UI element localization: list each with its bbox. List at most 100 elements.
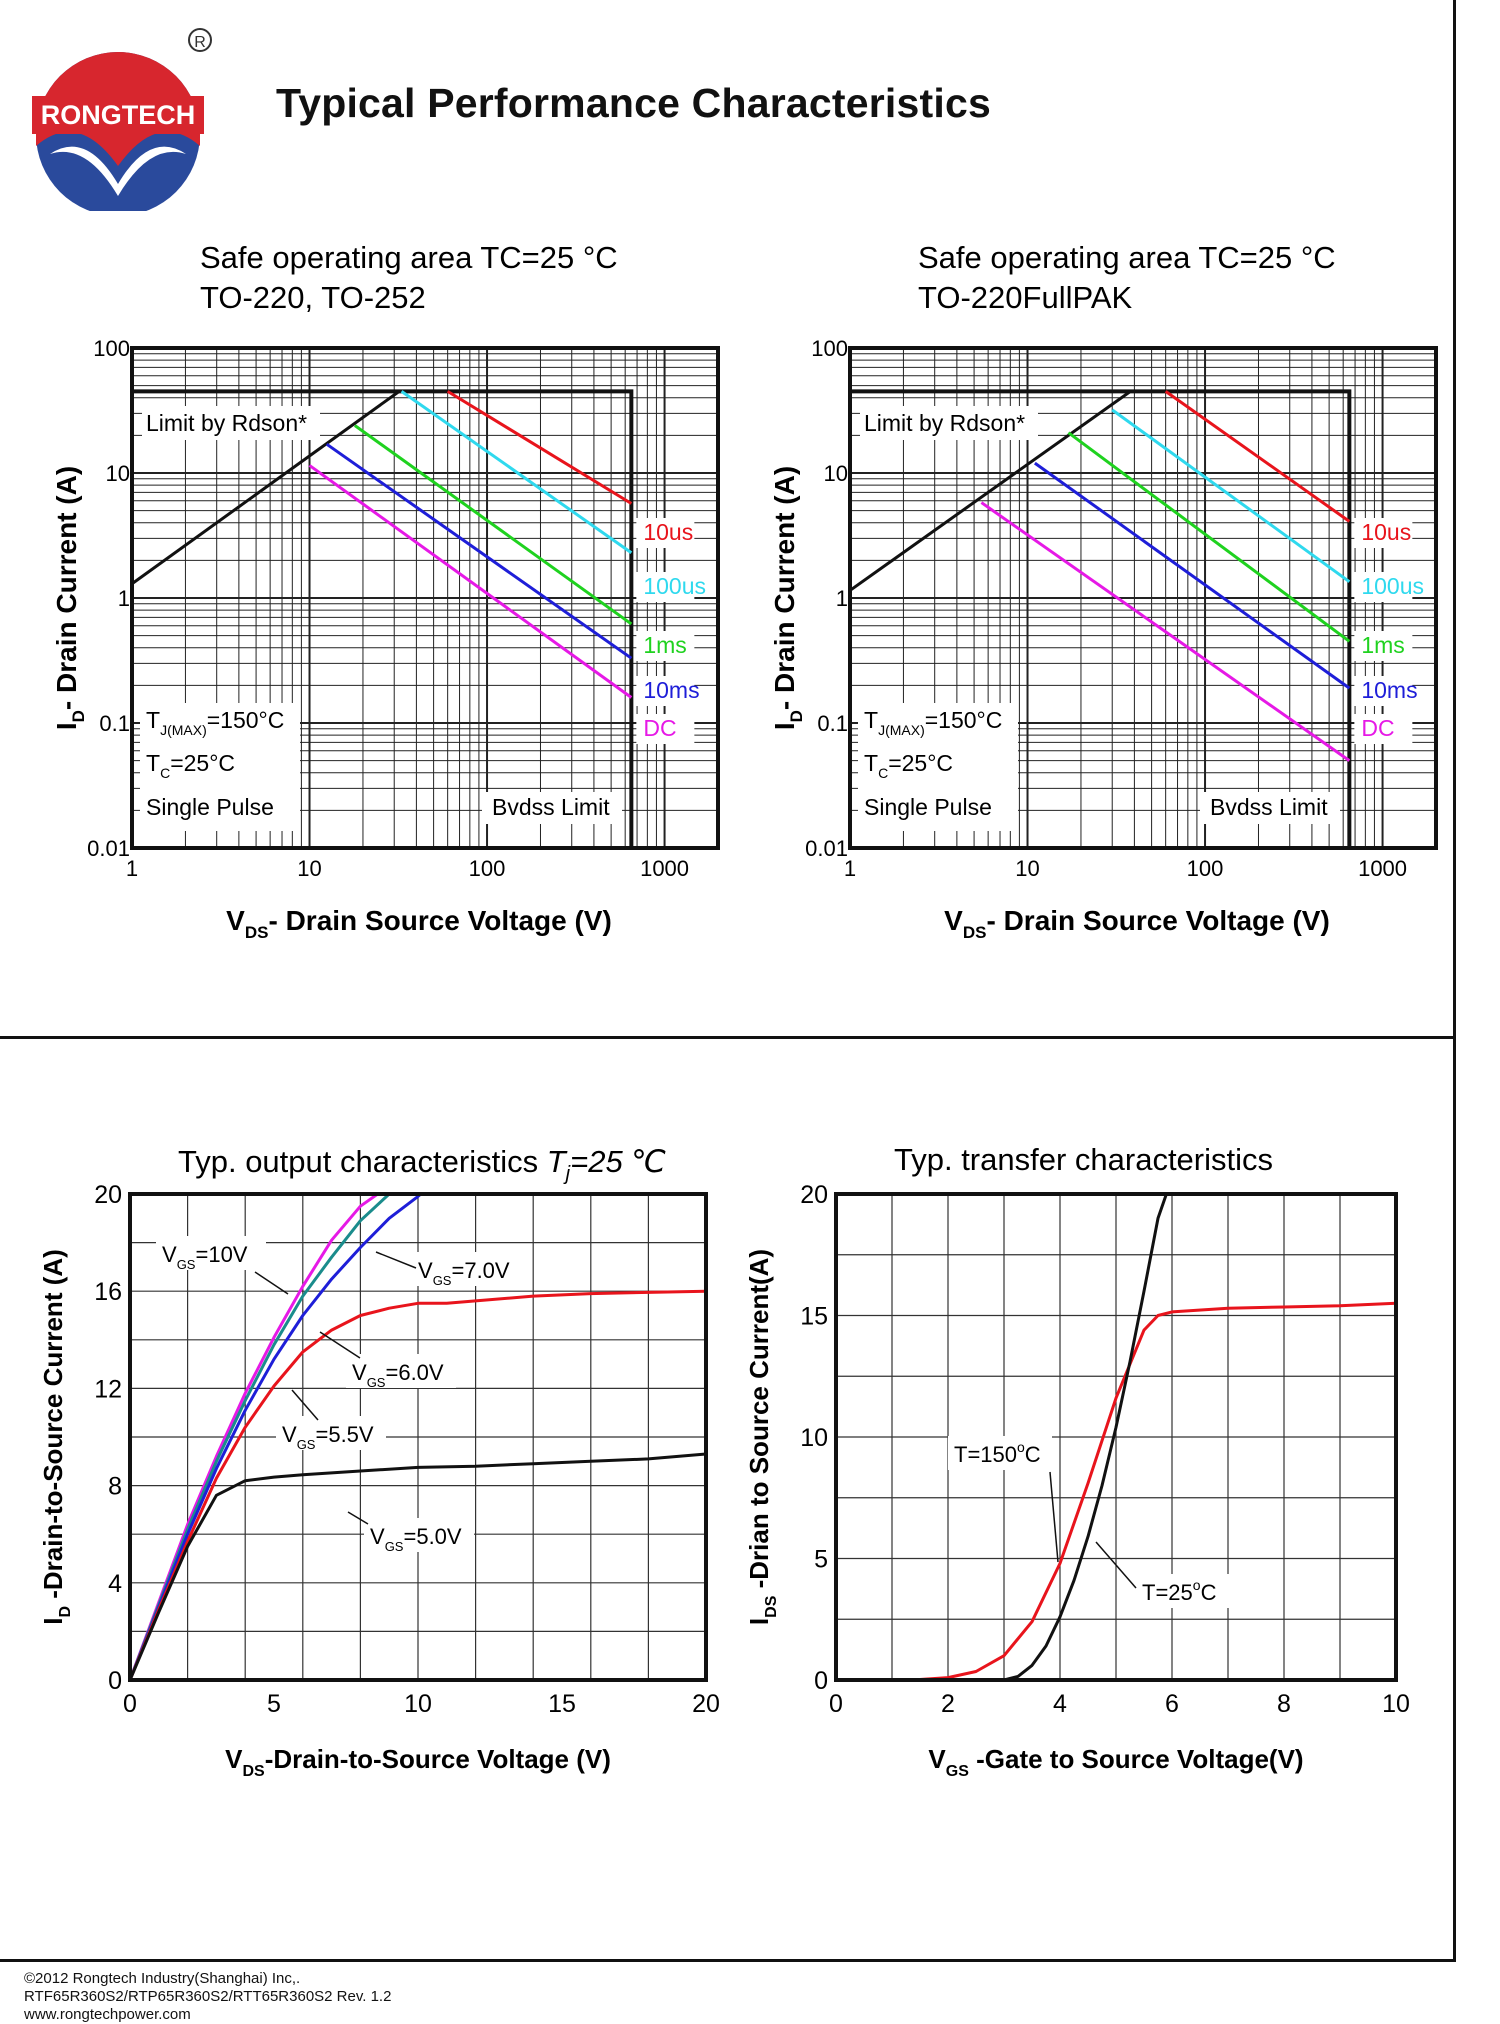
x-axis-label: VDS-Drain-to-Source Voltage (V) bbox=[225, 1744, 611, 1780]
curve-label-leader bbox=[319, 1331, 361, 1359]
series-label-100us: 100us bbox=[1361, 573, 1424, 599]
curve-label-box bbox=[412, 1252, 526, 1286]
chart-title: Typ. transfer characteristics bbox=[894, 1142, 1273, 1177]
series-line-100us bbox=[1111, 408, 1351, 583]
plot-frame bbox=[128, 1192, 708, 1682]
x-tick-label: 0 bbox=[829, 1690, 843, 1718]
y-tick-label: 0 bbox=[814, 1667, 828, 1695]
registered-mark-letter: R bbox=[194, 34, 206, 51]
curve-label-leader bbox=[1095, 1541, 1137, 1589]
rdson-limit-line bbox=[131, 390, 401, 585]
annotation-box bbox=[858, 703, 1018, 831]
curve-label: VGS=5.0V bbox=[370, 1524, 462, 1554]
series-label-box bbox=[1354, 676, 1413, 706]
page-frame bbox=[0, 0, 1456, 1962]
series-line-10ms bbox=[1033, 461, 1351, 690]
page-title: Typical Performance Characteristics bbox=[276, 80, 991, 126]
y-axis-label: ID- Drain Current (A) bbox=[769, 466, 806, 730]
series-line-1ms bbox=[353, 424, 633, 626]
y-tick-label: 10 bbox=[800, 1424, 828, 1452]
series-label-box bbox=[636, 572, 695, 602]
curve-label-box bbox=[156, 1236, 266, 1270]
x-tick-label: 15 bbox=[548, 1690, 576, 1718]
chart-subtitle: TO-220FullPAK bbox=[918, 280, 1133, 315]
y-tick-label: 0.01 bbox=[87, 836, 130, 861]
curve-label: T=150oC bbox=[954, 1439, 1041, 1467]
annotation-rdson: Limit by Rdson* bbox=[146, 410, 307, 436]
curve-label-leader bbox=[347, 1511, 369, 1525]
curve-label: VGS=7.0V bbox=[418, 1258, 510, 1288]
x-tick-label: 10 bbox=[404, 1690, 432, 1718]
x-tick-label: 1000 bbox=[1358, 856, 1407, 881]
chart-transfer-characteristics: Typ. transfer characteristics T=150oC T=25… bbox=[744, 1142, 1410, 1780]
series-line-100us bbox=[400, 390, 633, 555]
series-line-DC bbox=[980, 501, 1351, 762]
y-axis-label: ID -Drain-to-Source Current (A) bbox=[38, 1249, 74, 1625]
series-label-box bbox=[1354, 714, 1413, 744]
annotation-bvdss: Bvdss Limit bbox=[492, 794, 610, 820]
series-line-10us bbox=[1164, 390, 1351, 523]
annotation-tc: TC=25°C bbox=[146, 750, 235, 781]
series-label-box bbox=[1354, 518, 1413, 548]
x-tick-label: 10 bbox=[1382, 1690, 1410, 1718]
annotation-rdson: Limit by Rdson* bbox=[864, 410, 1025, 436]
y-tick-label: 10 bbox=[106, 461, 130, 486]
plot-frame bbox=[130, 346, 720, 850]
y-tick-label: 8 bbox=[108, 1473, 122, 1501]
curve-label-leader bbox=[375, 1251, 417, 1269]
curve-label-leader bbox=[254, 1271, 289, 1295]
logo-banner bbox=[32, 96, 204, 134]
x-axis-label: VDS- Drain Source Voltage (V) bbox=[226, 905, 612, 942]
x-tick-label: 6 bbox=[1165, 1690, 1179, 1718]
chart-soa-to220-to252: Safe operating area TC=25 °C TO-220, TO-2… bbox=[51, 240, 720, 942]
y-tick-label: 100 bbox=[93, 336, 130, 361]
footer: ©2012 Rongtech Industry(Shanghai) Inc,. … bbox=[24, 1970, 391, 2024]
chart-title: Typ. output characteristics Tj=25 ℃ bbox=[178, 1144, 666, 1185]
curve-label-box bbox=[1136, 1574, 1240, 1608]
logo-wave-icon bbox=[50, 146, 186, 196]
series-line-T=150°C bbox=[891, 1301, 1396, 1680]
y-tick-label: 0.1 bbox=[99, 711, 130, 736]
x-tick-label: 8 bbox=[1277, 1690, 1291, 1718]
y-tick-label: 0 bbox=[108, 1667, 122, 1695]
y-tick-label: 16 bbox=[94, 1278, 122, 1306]
annotation-tj: TJ(MAX)=150°C bbox=[146, 707, 284, 738]
series-line-10us bbox=[446, 390, 633, 505]
chart-title: Safe operating area TC=25 °C bbox=[200, 240, 618, 275]
x-axis-label: VGS -Gate to Source Voltage(V) bbox=[928, 1744, 1303, 1780]
y-tick-label: 1 bbox=[836, 586, 848, 611]
curve-label-box bbox=[276, 1416, 386, 1450]
y-tick-label: 20 bbox=[94, 1181, 122, 1209]
rdson-limit-line bbox=[849, 390, 1132, 592]
x-tick-label: 10 bbox=[1015, 856, 1039, 881]
x-tick-label: 4 bbox=[1053, 1690, 1067, 1718]
curve-label: VGS=10V bbox=[162, 1242, 248, 1272]
annotation-box bbox=[1200, 792, 1340, 824]
series-line-1ms bbox=[1067, 431, 1351, 643]
series-label-box bbox=[1354, 572, 1413, 602]
series-label-1ms: 1ms bbox=[643, 632, 686, 658]
series-line-VGS=7.0V bbox=[130, 1194, 422, 1680]
plot-frame bbox=[834, 1192, 1398, 1682]
series-label-DC: DC bbox=[1361, 715, 1394, 741]
chart-title: Safe operating area TC=25 °C bbox=[918, 240, 1336, 275]
x-tick-label: 1 bbox=[844, 856, 856, 881]
x-tick-label: 1 bbox=[126, 856, 138, 881]
y-tick-label: 4 bbox=[108, 1570, 122, 1598]
x-tick-label: 5 bbox=[267, 1690, 281, 1718]
series-line-10ms bbox=[325, 442, 633, 660]
x-tick-label: 100 bbox=[469, 856, 506, 881]
y-tick-label: 100 bbox=[811, 336, 848, 361]
y-tick-label: 0.01 bbox=[805, 836, 848, 861]
y-tick-label: 12 bbox=[94, 1375, 122, 1403]
series-label-1ms: 1ms bbox=[1361, 632, 1404, 658]
series-label-box bbox=[636, 676, 695, 706]
chart-output-characteristics: Typ. output characteristics Tj=25 ℃ VGS=1… bbox=[38, 1144, 720, 1780]
x-tick-label: 100 bbox=[1187, 856, 1224, 881]
y-tick-label: 0.1 bbox=[817, 711, 848, 736]
y-axis-label: IDS -Drian to Source Current(A) bbox=[744, 1249, 780, 1625]
series-label-box bbox=[1354, 631, 1413, 661]
x-axis-label: VDS- Drain Source Voltage (V) bbox=[944, 905, 1330, 942]
curve-label-leader bbox=[1049, 1471, 1059, 1563]
series-label-10us: 10us bbox=[1361, 519, 1411, 545]
